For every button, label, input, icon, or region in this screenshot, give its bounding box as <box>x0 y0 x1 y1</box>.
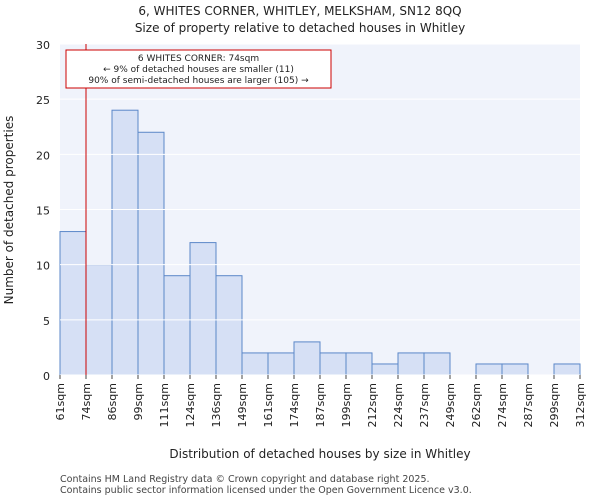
x-tick-label: 199sqm <box>340 383 353 427</box>
x-tick-label: 312sqm <box>574 383 587 427</box>
footer-licence: Contains public sector information licen… <box>60 485 472 496</box>
x-tick-label: 237sqm <box>418 383 431 427</box>
histogram-bar <box>345 352 373 376</box>
chart-subtitle: Size of property relative to detached ho… <box>135 21 465 35</box>
histogram-bar <box>59 231 87 376</box>
y-tick-label: 20 <box>36 149 50 162</box>
annotation-box: 6 WHITES CORNER: 74sqm ← 9% of detached … <box>65 49 332 89</box>
x-axis: 61sqm 74sqm 86sqm 99sqm 111sqm 124sqm 136sqm 14… <box>54 375 587 427</box>
histogram-bar <box>475 363 503 376</box>
x-tick-label: 74sqm <box>80 383 93 420</box>
x-tick-label: 99sqm <box>132 383 145 420</box>
x-tick-label: 174sqm <box>288 383 301 427</box>
histogram-bar <box>501 363 529 376</box>
y-axis: 0 5 10 15 20 25 30 <box>36 39 580 383</box>
y-tick-label: 15 <box>36 205 50 218</box>
annotation-border <box>65 49 332 89</box>
histogram-bar <box>293 341 321 376</box>
y-tick-label: 0 <box>43 370 50 383</box>
x-tick-label: 274sqm <box>496 383 509 427</box>
histogram-bar <box>241 352 269 376</box>
x-tick-label: 111sqm <box>158 383 171 427</box>
x-tick-label: 299sqm <box>548 383 561 427</box>
x-tick-label: 61sqm <box>54 383 67 420</box>
x-tick-label: 86sqm <box>106 383 119 420</box>
x-tick-label: 262sqm <box>470 383 483 427</box>
x-tick-label: 212sqm <box>366 383 379 427</box>
y-tick-label: 30 <box>36 39 50 52</box>
histogram-bar <box>137 131 165 376</box>
chart-title: 6, WHITES CORNER, WHITLEY, MELKSHAM, SN1… <box>138 4 461 18</box>
x-axis-label: Distribution of detached houses by size … <box>169 447 470 461</box>
histogram-bar <box>111 109 139 376</box>
histogram-bar <box>163 275 191 376</box>
annotation-line-3: 90% of semi-detached houses are larger (… <box>88 76 309 86</box>
y-tick-label: 5 <box>43 315 50 328</box>
x-tick-label: 136sqm <box>210 383 223 427</box>
histogram-bar <box>319 352 347 376</box>
annotation-line-1: 6 WHITES CORNER: 74sqm <box>138 54 259 64</box>
histogram-bar <box>215 275 243 376</box>
x-tick-label: 161sqm <box>262 383 275 427</box>
histogram-bar <box>267 352 295 376</box>
annotation-line-2: ← 9% of detached houses are smaller (11) <box>103 65 294 75</box>
y-tick-label: 25 <box>36 94 50 107</box>
y-tick-label: 10 <box>36 260 50 273</box>
x-tick-label: 187sqm <box>314 383 327 427</box>
footer-copyright: Contains HM Land Registry data © Crown c… <box>60 474 430 485</box>
x-tick-label: 224sqm <box>392 383 405 427</box>
histogram-bar <box>189 242 217 376</box>
x-tick-label: 287sqm <box>522 383 535 427</box>
y-axis-label: Number of detached properties <box>2 116 16 305</box>
histogram-bar <box>553 363 581 376</box>
histogram-bar <box>397 352 425 376</box>
histogram-bar <box>371 363 399 376</box>
x-tick-label: 149sqm <box>236 383 249 427</box>
x-tick-label: 124sqm <box>184 383 197 427</box>
histogram-bar <box>423 352 451 376</box>
x-tick-label: 249sqm <box>444 383 457 427</box>
